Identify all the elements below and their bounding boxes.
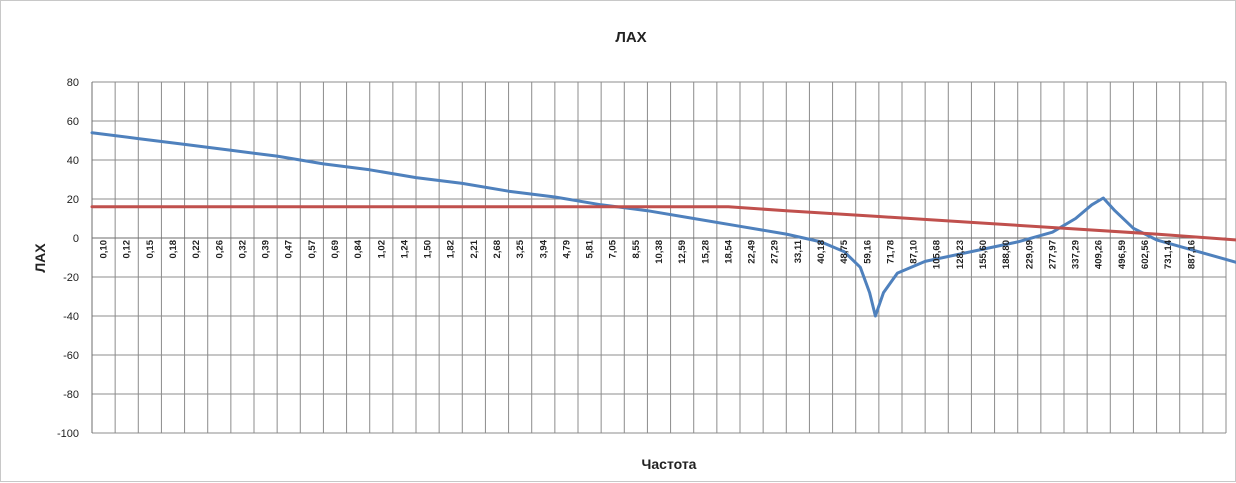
x-tick-label: 71,78 <box>885 240 896 264</box>
x-tick-label: 0,12 <box>122 240 133 259</box>
series-lines <box>90 131 1236 318</box>
y-tick-label: 20 <box>67 194 79 206</box>
y-tick-label: 80 <box>67 77 79 89</box>
x-tick-label: 4,79 <box>561 240 572 259</box>
x-tick-label: 409,26 <box>1094 240 1105 269</box>
x-tick-label: 0,47 <box>284 240 295 259</box>
x-tick-label: 0,39 <box>261 240 272 259</box>
grid <box>91 81 1227 434</box>
y-tick-label: -60 <box>63 350 79 362</box>
y-tick-label: 0 <box>73 233 79 245</box>
x-tick-label: 48,75 <box>839 239 850 263</box>
y-tick-label: -20 <box>63 272 79 284</box>
x-tick-label: 0,10 <box>99 240 110 259</box>
x-tick-label: 155,60 <box>978 240 989 269</box>
x-tick-label: 15,28 <box>700 240 711 264</box>
x-tick-labels: 0,10 0,12 0,15 0,18 0,22 0,26 0,32 0,39 0,47 0,57… <box>99 239 1198 269</box>
x-tick-label: 0,57 <box>307 240 318 259</box>
x-tick-label: 602,56 <box>1140 240 1151 269</box>
x-tick-label: 3,25 <box>515 239 526 258</box>
x-tick-label: 8,55 <box>631 239 642 258</box>
x-tick-label: 887,16 <box>1186 240 1197 269</box>
x-tick-label: 0,84 <box>353 239 364 258</box>
x-tick-label: 1,24 <box>399 239 410 258</box>
x-tick-label: 22,49 <box>747 240 758 264</box>
y-tick-labels: -100 -80 -60 -40 -20 0 20 40 60 80 <box>57 77 79 440</box>
x-tick-label: 0,26 <box>214 240 225 259</box>
x-tick-label: 33,11 <box>793 239 804 263</box>
chart-title: ЛАХ <box>615 29 646 46</box>
x-tick-label: 27,29 <box>770 240 781 264</box>
x-tick-label: 1,50 <box>423 240 434 259</box>
x-tick-label: 7,05 <box>608 239 619 258</box>
x-tick-label: 277,97 <box>1047 240 1058 269</box>
x-tick-label: 229,09 <box>1024 240 1035 269</box>
x-tick-label: 59,16 <box>862 240 873 264</box>
y-tick-label: 40 <box>67 155 79 167</box>
y-tick-label: -40 <box>63 311 79 323</box>
x-tick-label: 0,18 <box>168 240 179 259</box>
y-tick-label: -80 <box>63 389 79 401</box>
x-tick-label: 40,18 <box>816 240 827 264</box>
series-line-2 <box>90 205 1236 242</box>
x-tick-label: 188,80 <box>1001 240 1012 269</box>
x-tick-label: 0,32 <box>237 240 248 259</box>
x-tick-label: 2,21 <box>469 239 480 258</box>
x-tick-label: 0,22 <box>191 240 202 259</box>
x-tick-label: 0,69 <box>330 240 341 259</box>
y-tick-label: 60 <box>67 116 79 128</box>
x-tick-label: 1,82 <box>446 240 457 259</box>
x-tick-label: 5,81 <box>585 239 596 258</box>
series-line-1 <box>90 131 1236 318</box>
x-tick-label: 87,10 <box>909 240 920 264</box>
x-axis-title: Частота <box>642 456 697 472</box>
x-tick-label: 1,02 <box>376 240 387 259</box>
x-tick-label: 105,68 <box>932 240 943 269</box>
x-tick-label: 12,59 <box>677 240 688 264</box>
x-tick-label: 496,59 <box>1117 240 1128 269</box>
x-tick-label: 128,23 <box>955 240 966 269</box>
x-tick-label: 731,14 <box>1163 239 1174 269</box>
y-tick-label: -100 <box>57 428 79 440</box>
x-tick-label: 2,68 <box>492 240 503 259</box>
x-tick-label: 18,54 <box>723 239 734 263</box>
x-tick-label: 3,94 <box>538 239 549 258</box>
x-tick-label: 337,29 <box>1071 240 1082 269</box>
x-tick-label: 10,38 <box>654 240 665 264</box>
y-axis-title: ЛАХ <box>32 243 48 273</box>
x-tick-label: 0,15 <box>145 239 156 258</box>
